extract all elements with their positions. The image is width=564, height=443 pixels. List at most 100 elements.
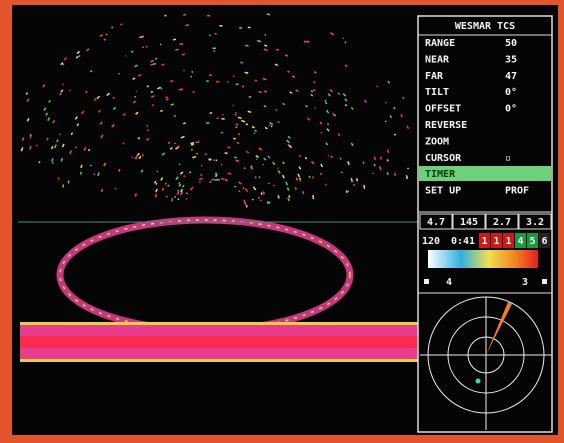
echo xyxy=(344,98,348,102)
echo xyxy=(79,171,83,175)
echo xyxy=(263,105,267,108)
menu-label: TIMER xyxy=(425,169,456,180)
status: 0:41 xyxy=(451,236,475,247)
echo xyxy=(233,137,236,140)
echo xyxy=(213,50,216,52)
echo xyxy=(243,201,247,206)
echo xyxy=(241,119,246,123)
echo xyxy=(268,201,271,204)
menu-label: TILT xyxy=(425,87,449,98)
echo xyxy=(190,148,194,151)
echo xyxy=(209,181,212,183)
echo xyxy=(254,176,257,179)
echo xyxy=(255,154,259,158)
echo xyxy=(313,70,317,74)
echo xyxy=(75,55,79,59)
echo xyxy=(305,104,308,108)
echo xyxy=(234,156,237,159)
echo xyxy=(200,164,203,167)
echo xyxy=(50,146,54,150)
echo xyxy=(29,145,32,150)
echo xyxy=(151,104,154,107)
echo xyxy=(236,142,240,145)
echo xyxy=(237,116,242,119)
echo xyxy=(288,195,291,198)
echo xyxy=(384,101,388,104)
echo xyxy=(394,172,397,176)
echo xyxy=(373,163,376,167)
echo xyxy=(173,115,177,118)
echo xyxy=(330,155,333,159)
echo xyxy=(146,129,149,132)
echo xyxy=(212,47,216,50)
echo xyxy=(211,178,215,181)
readout: 3.2 xyxy=(526,217,544,228)
echo xyxy=(387,80,391,84)
echo xyxy=(155,57,158,60)
echo xyxy=(376,85,379,88)
echo xyxy=(327,154,330,157)
echo xyxy=(48,99,51,103)
echo xyxy=(164,182,168,186)
echo xyxy=(154,193,158,198)
echo xyxy=(60,89,64,93)
echo xyxy=(253,132,256,135)
indicator-label: 1 xyxy=(505,236,511,247)
echo xyxy=(61,143,65,148)
echo xyxy=(312,88,316,92)
cursor-marker xyxy=(424,279,429,284)
echo xyxy=(295,177,299,181)
echo xyxy=(250,165,254,168)
echo xyxy=(125,55,127,57)
echo xyxy=(386,149,390,154)
echo xyxy=(160,87,163,90)
echo xyxy=(299,178,302,182)
echo xyxy=(183,69,185,72)
echo xyxy=(46,137,49,141)
echo xyxy=(209,34,211,37)
echo xyxy=(242,187,245,190)
echo xyxy=(51,158,54,162)
screen xyxy=(12,5,558,435)
echo xyxy=(362,161,365,165)
readout: 145 xyxy=(460,217,478,228)
cursor-right: 3 xyxy=(522,277,528,288)
echo xyxy=(254,129,257,132)
echo xyxy=(60,157,64,162)
menu-label: ZOOM xyxy=(425,136,449,147)
echo xyxy=(393,133,397,136)
echo xyxy=(93,173,96,176)
echo xyxy=(407,167,409,170)
echo xyxy=(114,187,117,190)
echo xyxy=(165,98,169,101)
echo xyxy=(319,172,322,176)
indicator-label: 4 xyxy=(517,236,523,247)
echo xyxy=(196,152,198,155)
echo xyxy=(177,189,180,192)
echo xyxy=(325,142,329,146)
echo xyxy=(262,191,266,195)
echo xyxy=(60,62,64,66)
echo xyxy=(209,112,213,114)
color-scale xyxy=(428,250,538,268)
echo xyxy=(35,144,38,147)
echo xyxy=(384,120,387,123)
echo xyxy=(288,144,293,149)
echo xyxy=(165,195,168,198)
echo xyxy=(45,112,49,116)
echo xyxy=(161,63,165,66)
echo xyxy=(386,172,389,175)
echo xyxy=(186,192,188,195)
echo xyxy=(227,80,229,83)
echo xyxy=(25,92,29,95)
echo xyxy=(320,131,323,134)
echo xyxy=(180,188,184,193)
echo xyxy=(156,170,159,173)
echo xyxy=(105,33,108,36)
echo xyxy=(286,197,289,200)
echo xyxy=(344,64,348,68)
echo xyxy=(185,198,188,200)
echo xyxy=(21,137,25,142)
echo xyxy=(277,195,280,199)
echo xyxy=(245,44,249,47)
